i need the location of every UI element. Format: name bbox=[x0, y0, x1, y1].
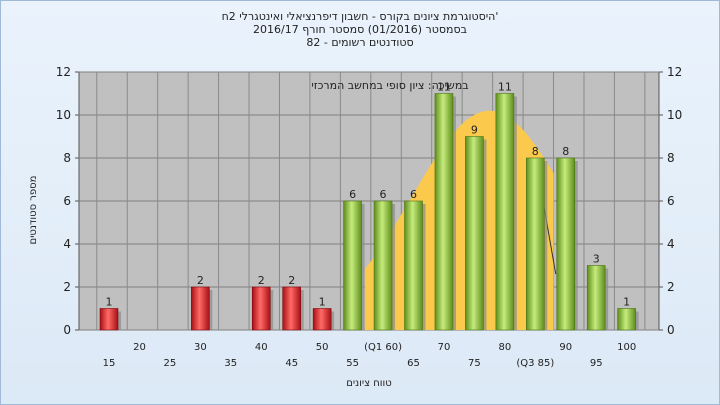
x-tick-high-1: 30 bbox=[194, 342, 207, 353]
bar-label-75: 9 bbox=[471, 124, 478, 137]
y-tick-right-8: 8 bbox=[667, 151, 675, 165]
x-tick-low-7: (Q3 85) bbox=[516, 358, 554, 369]
y-axis-label: מספר סטודנטים bbox=[28, 176, 39, 245]
bar-30 bbox=[191, 286, 210, 331]
bar-45 bbox=[282, 286, 302, 331]
x-tick-high-2: 40 bbox=[255, 342, 268, 353]
bar-label-70: 11 bbox=[437, 81, 451, 94]
y-tick-left-4: 4 bbox=[63, 237, 71, 251]
bar-90 bbox=[556, 157, 576, 331]
y-tick-right-10: 10 bbox=[667, 108, 682, 122]
y-tick-left-12: 12 bbox=[56, 65, 71, 79]
bar-label-90: 8 bbox=[562, 145, 569, 158]
bar-label-65: 6 bbox=[410, 188, 417, 201]
bar-label-85: 8 bbox=[532, 145, 539, 158]
bar-95 bbox=[586, 265, 606, 331]
y-tick-left-8: 8 bbox=[63, 151, 71, 165]
y-tick-left-2: 2 bbox=[63, 280, 71, 294]
x-tick-low-8: 95 bbox=[590, 358, 603, 369]
bar-label-40: 2 bbox=[258, 274, 265, 287]
x-tick-low-2: 35 bbox=[224, 358, 237, 369]
y-tick-right-12: 12 bbox=[667, 65, 682, 79]
x-tick-low-4: 55 bbox=[346, 358, 359, 369]
x-tick-high-8: 100 bbox=[617, 342, 636, 353]
bar-15 bbox=[99, 308, 119, 331]
bar-55 bbox=[343, 200, 362, 331]
y-tick-right-4: 4 bbox=[667, 237, 675, 251]
y-tick-left-6: 6 bbox=[63, 194, 71, 208]
x-tick-high-4: (Q1 60) bbox=[364, 342, 402, 353]
x-tick-low-0: 15 bbox=[103, 358, 116, 369]
bar-label-80: 11 bbox=[498, 81, 512, 94]
bar-label-55: 6 bbox=[349, 188, 356, 201]
x-tick-high-5: 70 bbox=[438, 342, 451, 353]
chart-annotation: במשיכה: ציון סופי במחשב המרכזי bbox=[311, 79, 468, 92]
bar-label-45: 2 bbox=[288, 274, 295, 287]
bar-85 bbox=[525, 157, 545, 331]
bar-70 bbox=[434, 93, 454, 331]
y-tick-right-0: 0 bbox=[667, 323, 675, 337]
bar-label-95: 3 bbox=[593, 253, 600, 266]
bar-60 bbox=[373, 200, 393, 331]
x-tick-high-7: 90 bbox=[559, 342, 572, 353]
y-tick-left-10: 10 bbox=[56, 108, 71, 122]
bar-label-100: 1 bbox=[623, 296, 630, 309]
x-tick-low-6: 75 bbox=[468, 358, 481, 369]
x-axis-label: טווח ציונים bbox=[346, 378, 391, 389]
bar-40 bbox=[251, 286, 271, 331]
x-tick-high-3: 50 bbox=[316, 342, 329, 353]
chart-title-line-3: סטודנטים רשומים - 82 bbox=[306, 36, 414, 49]
bar-100 bbox=[617, 308, 636, 331]
x-tick-high-6: 80 bbox=[498, 342, 511, 353]
bar-label-50: 1 bbox=[319, 296, 326, 309]
chart-title-line-1: 'היסטוגרמת ציונים בקורס - חשבון דיפרנציא… bbox=[221, 10, 499, 23]
bar-label-30: 2 bbox=[197, 274, 204, 287]
bar-label-15: 1 bbox=[106, 296, 113, 309]
bar-75 bbox=[465, 136, 484, 331]
y-tick-right-6: 6 bbox=[667, 194, 675, 208]
x-tick-high-0: 20 bbox=[133, 342, 146, 353]
bar-80 bbox=[495, 93, 515, 331]
x-tick-low-3: 45 bbox=[285, 358, 298, 369]
y-tick-right-2: 2 bbox=[667, 280, 675, 294]
bar-label-60: 6 bbox=[380, 188, 387, 201]
x-tick-low-5: 65 bbox=[407, 358, 420, 369]
chart-title-line-2: בסמסטר (01/2016) סמסטר חורף 2016/17 bbox=[253, 23, 467, 36]
y-tick-left-0: 0 bbox=[63, 323, 71, 337]
bar-50 bbox=[312, 308, 332, 331]
bar-65 bbox=[404, 200, 423, 331]
x-tick-low-1: 25 bbox=[164, 358, 177, 369]
